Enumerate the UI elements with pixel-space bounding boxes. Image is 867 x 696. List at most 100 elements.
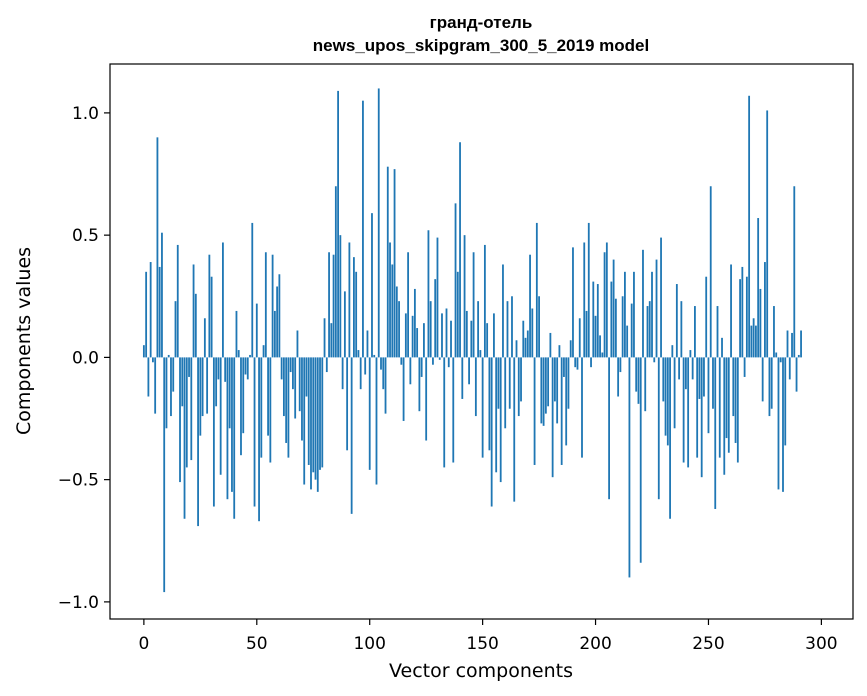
- bar-233: [669, 357, 671, 519]
- bar-114: [400, 357, 403, 365]
- bar-255: [718, 357, 721, 458]
- bar-31: [212, 357, 215, 507]
- bar-40: [233, 357, 236, 519]
- bar-154: [490, 357, 493, 507]
- bar-187: [565, 357, 568, 446]
- bar-33: [217, 357, 220, 380]
- y-axis-ticks: −1.0 −0.5 0.0 0.5 1.0: [58, 104, 110, 613]
- bar-249: [705, 276, 708, 358]
- bar-169: [524, 337, 527, 358]
- bar-264: [739, 279, 741, 358]
- bar-126: [427, 230, 430, 358]
- bar-20: [188, 357, 190, 377]
- bar-123: [420, 357, 423, 377]
- bar-251: [709, 186, 712, 358]
- bar-102: [373, 354, 376, 358]
- bar-64: [287, 357, 290, 458]
- bar-151: [483, 244, 486, 358]
- bar-152: [486, 323, 489, 358]
- bar-155: [493, 313, 495, 358]
- bar-37: [226, 357, 229, 500]
- bar-117: [407, 252, 410, 358]
- bar-146: [472, 252, 475, 358]
- bar-65: [289, 357, 292, 373]
- bar-51: [258, 357, 260, 522]
- bar-1: [145, 271, 148, 358]
- bar-94: [355, 271, 358, 358]
- bar-232: [666, 357, 669, 446]
- bar-125: [425, 357, 428, 441]
- bar-224: [648, 301, 651, 358]
- y-tick-label-4: 1.0: [72, 104, 99, 124]
- bar-172: [531, 308, 534, 358]
- bar-139: [456, 271, 459, 358]
- bar-11: [167, 354, 170, 358]
- bar-16: [179, 357, 181, 483]
- bar-138: [454, 203, 457, 358]
- bar-19: [185, 357, 188, 468]
- bar-164: [513, 357, 516, 502]
- bar-129: [434, 279, 437, 358]
- bar-21: [190, 357, 193, 461]
- bar-222: [644, 357, 647, 412]
- bar-68: [296, 330, 299, 358]
- bar-69: [298, 357, 301, 412]
- bar-54: [264, 252, 267, 358]
- bar-217: [633, 271, 635, 358]
- bar-116: [404, 313, 407, 358]
- bar-80: [323, 318, 326, 358]
- bar-112: [395, 286, 398, 358]
- bar-108: [386, 166, 389, 358]
- bar-104: [377, 88, 380, 358]
- bar-186: [563, 357, 565, 377]
- bar-103: [375, 357, 378, 485]
- bar-268: [748, 95, 751, 358]
- bar-234: [671, 345, 674, 358]
- bar-149: [479, 350, 482, 358]
- bar-22: [192, 264, 195, 358]
- bar-176: [540, 357, 543, 424]
- bar-208: [612, 259, 615, 358]
- bar-243: [691, 357, 694, 380]
- bar-171: [529, 254, 531, 358]
- bar-239: [682, 357, 685, 463]
- bar-39: [231, 357, 233, 492]
- plot-area-frame: [109, 63, 854, 620]
- bar-170: [526, 330, 529, 358]
- bar-135: [447, 357, 450, 368]
- bar-92: [350, 357, 353, 514]
- bar-272: [757, 218, 760, 358]
- chart-title-line1: гранд-отель: [430, 13, 533, 32]
- bar-183: [556, 357, 559, 424]
- bar-48: [251, 222, 254, 358]
- bar-214: [626, 325, 629, 358]
- bars-group: [142, 88, 802, 593]
- bar-97: [362, 100, 364, 358]
- bar-269: [750, 325, 753, 358]
- bar-220: [639, 357, 642, 563]
- y-axis-label: Components values: [13, 247, 35, 435]
- bar-210: [617, 357, 620, 397]
- y-tick-label-2: 0.0: [72, 348, 99, 368]
- bar-261: [732, 357, 735, 417]
- bar-8: [161, 232, 163, 358]
- bar-89: [343, 291, 346, 358]
- bar-265: [741, 266, 744, 358]
- bar-158: [499, 357, 502, 483]
- bar-175: [538, 296, 540, 358]
- bar-74: [310, 357, 312, 490]
- bar-244: [694, 306, 696, 358]
- bar-7: [158, 266, 161, 358]
- bar-82: [328, 252, 330, 358]
- bar-111: [393, 169, 396, 358]
- bar-246: [698, 357, 701, 399]
- bar-291: [800, 330, 802, 358]
- bar-38: [228, 357, 231, 429]
- bar-17: [181, 357, 184, 407]
- bar-42: [237, 350, 240, 358]
- bar-189: [569, 340, 572, 358]
- bar-130: [436, 237, 439, 358]
- bar-79: [321, 357, 324, 468]
- bar-150: [481, 357, 484, 458]
